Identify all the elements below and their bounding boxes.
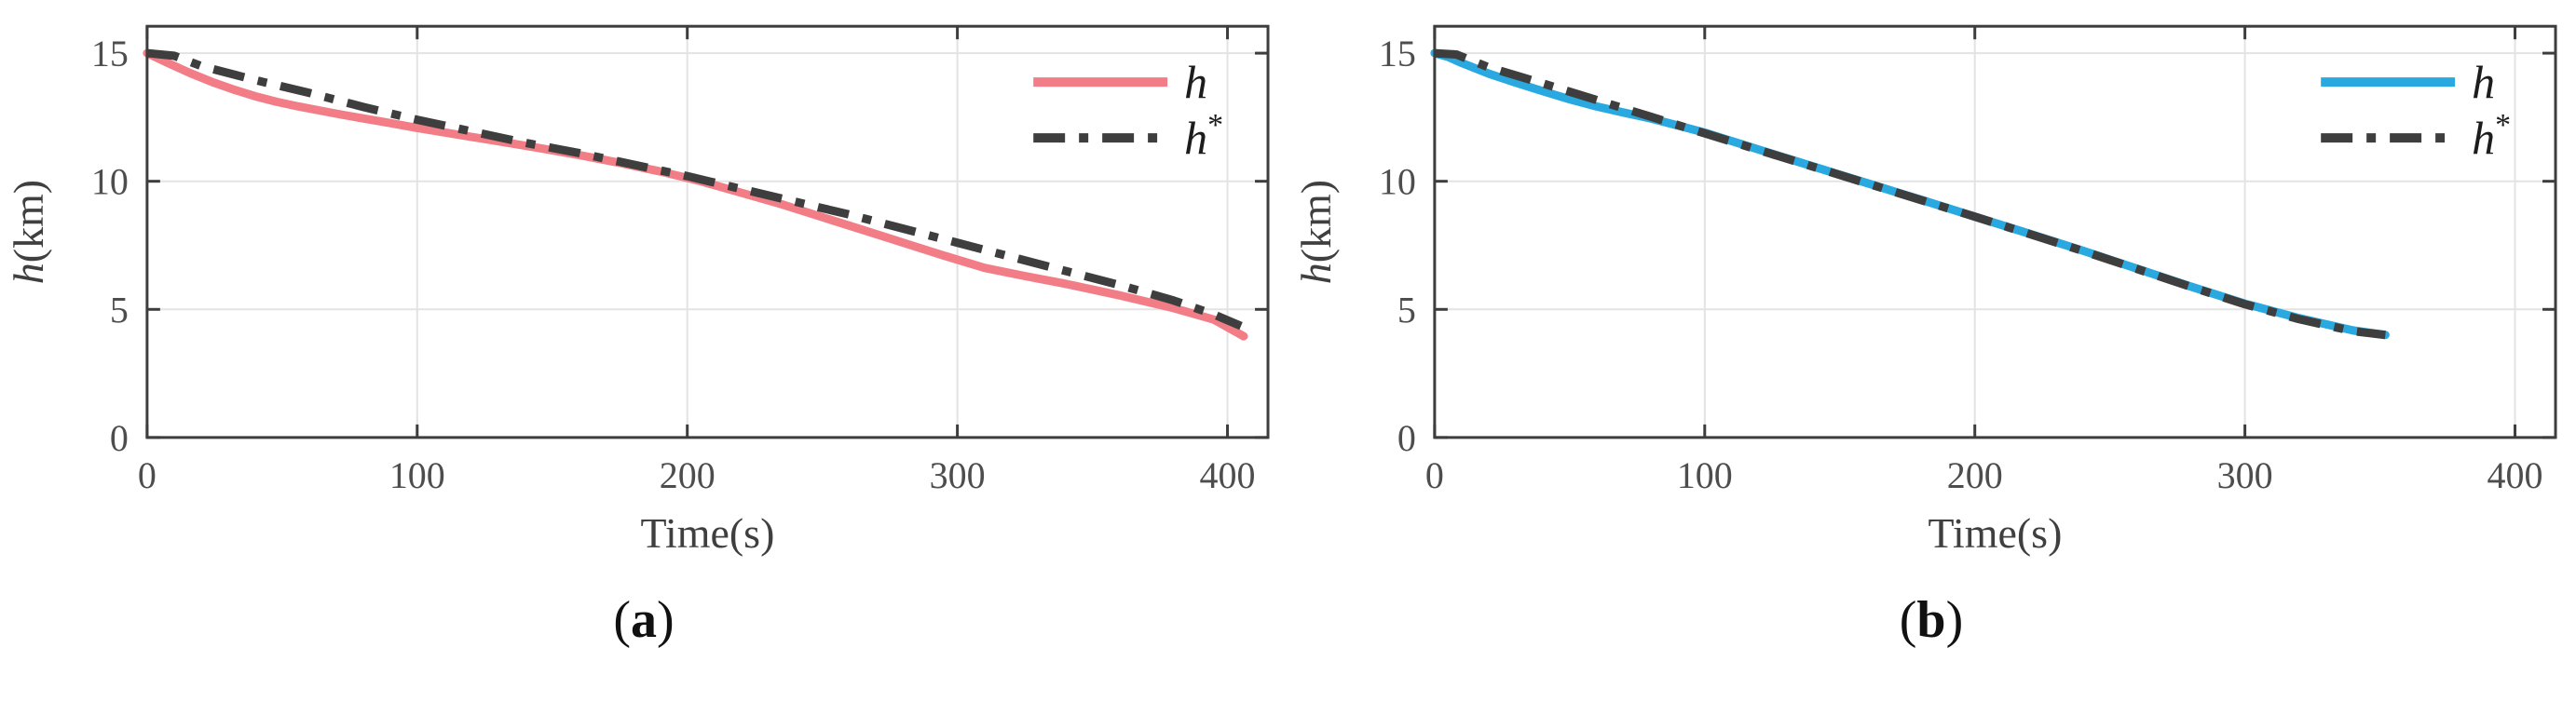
legend-label: h [2472,56,2495,108]
x-tick-label: 100 [389,454,445,496]
y-tick-label: 5 [1397,289,1416,331]
series-h-star-line [146,48,1243,331]
caption-b-open: ( [1899,591,1917,649]
gridlines [146,26,1269,438]
y-axis-label: h(km) [5,180,52,284]
legend-label: h* [2472,108,2511,164]
chart-b: 0 100 200 300 400 0 5 10 15 Time(s) h(km) hh* [1292,24,2557,557]
x-tick-label: 100 [1677,454,1733,496]
x-tick-label: 400 [1200,454,1256,496]
chart-a: 0 100 200 300 400 0 5 10 15 Time(s) h(km) hh* [5,24,1270,557]
y-axis-label: h(km) [1292,180,1340,284]
panel-b: 0 100 200 300 400 0 5 10 15 Time(s) h(km) h h* (b) [1288,0,2575,702]
y-tick-label: 0 [110,417,129,459]
y-tick-label: 15 [91,33,129,74]
caption-b-close: ) [1945,591,1964,649]
legend: hh* [1033,56,1223,164]
x-tick-label: 300 [2217,454,2273,496]
caption-a-letter: a [631,591,657,649]
legend: hh* [2321,56,2511,164]
y-tick-label: 5 [110,289,129,331]
tick-marks [145,26,1269,439]
caption-a: (a) [613,594,674,646]
panel-a: 0 100 200 300 400 0 5 10 15 Time(s) h(km) h h* (a) [5,24,1270,646]
legend-label: h* [1184,108,1223,164]
plot-box [1433,24,2557,439]
x-tick-label: 200 [1947,454,2003,496]
caption-b-letter: b [1916,591,1946,649]
caption-a-open: ( [613,591,631,649]
plot-box [145,24,1270,439]
legend-label: h [1184,56,1207,108]
x-axis-label: Time(s) [1929,509,2063,557]
caption-a-close: ) [657,591,675,649]
series-h-line [1430,48,2390,340]
gridlines [1434,26,2556,438]
x-tick-label: 400 [2487,454,2543,496]
x-tick-label: 0 [138,454,157,496]
tick-marks [1433,26,2556,439]
x-tick-label: 200 [660,454,716,496]
y-tick-label: 0 [1397,417,1416,459]
y-tick-label: 10 [91,161,129,203]
caption-b: (b) [1900,594,1963,646]
x-tick-label: 0 [1425,454,1444,496]
x-axis-label: Time(s) [641,509,775,557]
series-h-line [143,48,1248,341]
y-tick-label: 10 [1379,161,1416,203]
x-tick-label: 300 [930,454,986,496]
y-tick-label: 15 [1379,33,1416,74]
series-h-star-line [1434,48,2386,340]
